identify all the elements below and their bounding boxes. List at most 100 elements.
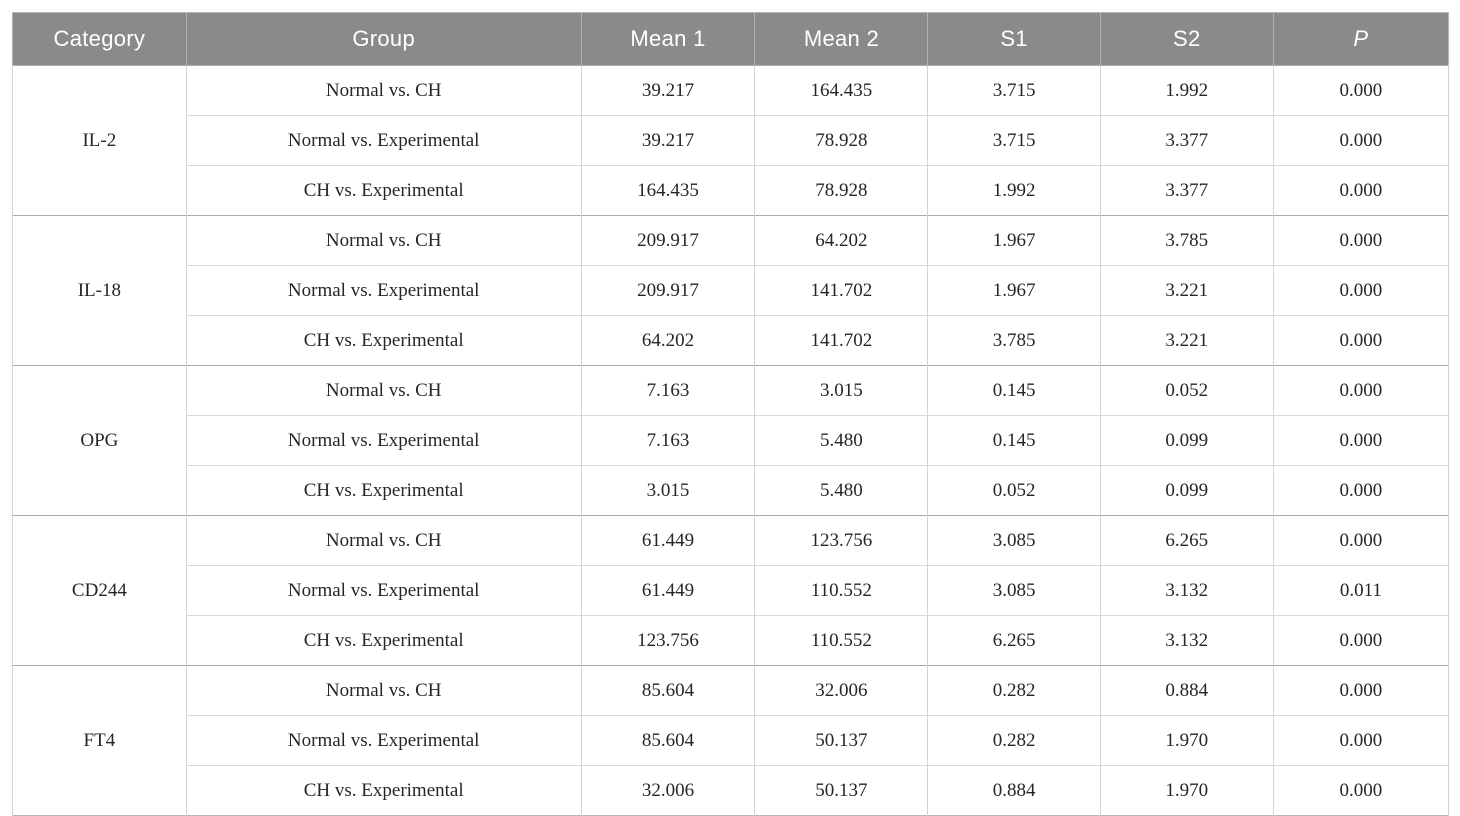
mean2-value-cell: 5.480 — [754, 465, 929, 516]
statistics-table: Category Group Mean 1 Mean 2 S1 S2 P IL-2 Norma… — [12, 12, 1450, 816]
mean1-value-cell: 61.449 — [580, 565, 756, 616]
p-value-cell: 0.011 — [1272, 565, 1450, 616]
p-value-cell: 0.000 — [1272, 365, 1450, 416]
mean2-value-cell: 123.756 — [754, 515, 929, 566]
p-value-cell: 0.000 — [1272, 615, 1450, 666]
mean1-value-cell: 209.917 — [580, 265, 756, 316]
comparison-group-cell: CH vs. Experimental — [185, 615, 582, 666]
table-row: CD244 Normal vs. CH 61.449 123.756 3.085 6.26… — [12, 515, 1450, 666]
s2-value-cell: 3.377 — [1099, 115, 1274, 166]
s2-value-cell: 3.132 — [1099, 565, 1274, 616]
s1-value-cell: 1.967 — [927, 265, 1101, 316]
mean2-value-cell: 64.202 — [754, 215, 929, 266]
column-header-mean2: Mean 2 — [754, 12, 928, 66]
comparison-group-cell: Normal vs. Experimental — [185, 115, 582, 166]
s2-value-cell: 0.052 — [1099, 365, 1274, 416]
mean1-value-cell: 7.163 — [580, 365, 756, 416]
s1-value-cell: 3.085 — [927, 515, 1101, 566]
comparison-group-cell: CH vs. Experimental — [185, 465, 582, 516]
mean1-value-cell: 164.435 — [580, 165, 756, 216]
comparison-group-cell: Normal vs. CH — [185, 515, 582, 566]
table-row: Normal vs. Experimental 7.163 5.480 0.145 0.… — [13, 415, 1450, 466]
p-value-cell: 0.000 — [1272, 665, 1450, 716]
p-value-cell: 0.000 — [1272, 715, 1450, 766]
s1-value-cell: 0.282 — [927, 665, 1101, 716]
table-row: CH vs. Experimental 32.006 50.137 0.884 1.97… — [13, 765, 1450, 816]
column-header-category: Category — [12, 12, 187, 66]
s1-value-cell: 0.282 — [927, 715, 1101, 766]
column-header-s1: S1 — [927, 12, 1101, 66]
mean1-value-cell: 39.217 — [580, 65, 756, 116]
p-value-cell: 0.000 — [1272, 165, 1450, 216]
mean2-value-cell: 50.137 — [754, 715, 929, 766]
s2-value-cell: 0.099 — [1099, 465, 1274, 516]
table-row: Normal vs. Experimental 61.449 110.552 3.08… — [13, 565, 1450, 616]
comparison-group-cell: Normal vs. Experimental — [185, 265, 582, 316]
mean2-value-cell: 3.015 — [754, 365, 929, 416]
mean2-value-cell: 110.552 — [754, 615, 929, 666]
mean2-value-cell: 164.435 — [754, 65, 929, 116]
comparison-group-cell: Normal vs. Experimental — [185, 565, 582, 616]
s1-value-cell: 0.145 — [927, 415, 1101, 466]
statistics-table-container: Category Group Mean 1 Mean 2 S1 S2 P IL-2 Norma… — [12, 12, 1450, 816]
s1-value-cell: 1.967 — [927, 215, 1101, 266]
mean1-value-cell: 85.604 — [580, 665, 756, 716]
mean2-value-cell: 5.480 — [754, 415, 929, 466]
table-row: FT4 Normal vs. CH 85.604 32.006 0.282 0.884 0.… — [12, 665, 1450, 816]
s1-value-cell: 1.992 — [927, 165, 1101, 216]
comparison-group-cell: Normal vs. Experimental — [185, 715, 582, 766]
mean2-value-cell: 78.928 — [754, 165, 929, 216]
s2-value-cell: 3.221 — [1099, 265, 1274, 316]
category-cell: OPG — [12, 365, 187, 516]
mean2-value-cell: 50.137 — [754, 765, 929, 816]
mean1-value-cell: 61.449 — [580, 515, 756, 566]
p-value-cell: 0.000 — [1272, 465, 1450, 516]
table-row: CH vs. Experimental 123.756 110.552 6.265 3.… — [13, 615, 1450, 666]
s2-value-cell: 0.099 — [1099, 415, 1274, 466]
comparison-group-cell: Normal vs. CH — [185, 365, 582, 416]
table-row: Normal vs. Experimental 85.604 50.137 0.282… — [13, 715, 1450, 766]
table-row: IL-18 Normal vs. CH 209.917 64.202 1.967 3.78… — [12, 215, 1450, 366]
s1-value-cell: 3.785 — [927, 315, 1101, 366]
p-value-cell: 0.000 — [1272, 415, 1450, 466]
p-value-cell: 0.000 — [1272, 515, 1450, 566]
s2-value-cell: 1.970 — [1099, 765, 1274, 816]
s2-value-cell: 3.221 — [1099, 315, 1274, 366]
s2-value-cell: 0.884 — [1099, 665, 1274, 716]
column-header-mean1: Mean 1 — [580, 12, 755, 66]
s2-value-cell: 6.265 — [1099, 515, 1274, 566]
comparison-group-cell: CH vs. Experimental — [185, 165, 582, 216]
category-cell: CD244 — [12, 515, 187, 666]
s1-value-cell: 3.715 — [927, 65, 1101, 116]
mean1-value-cell: 123.756 — [580, 615, 756, 666]
column-header-s2: S2 — [1099, 12, 1274, 66]
s1-value-cell: 3.715 — [927, 115, 1101, 166]
table-row: CH vs. Experimental 164.435 78.928 1.992 3.3… — [13, 165, 1450, 216]
table-body: IL-2 Normal vs. CH 39.217 164.435 3.715 1.992… — [12, 65, 1450, 816]
s1-value-cell: 0.884 — [927, 765, 1101, 816]
p-value-cell: 0.000 — [1272, 315, 1450, 366]
comparison-group-cell: Normal vs. CH — [185, 215, 582, 266]
comparison-group-cell: Normal vs. Experimental — [185, 415, 582, 466]
comparison-group-cell: CH vs. Experimental — [185, 315, 582, 366]
s2-value-cell: 1.992 — [1099, 65, 1274, 116]
comparison-group-cell: CH vs. Experimental — [185, 765, 582, 816]
s1-value-cell: 0.145 — [927, 365, 1101, 416]
p-value-cell: 0.000 — [1272, 65, 1450, 116]
p-value-cell: 0.000 — [1272, 265, 1450, 316]
mean1-value-cell: 39.217 — [580, 115, 756, 166]
s1-value-cell: 0.052 — [927, 465, 1101, 516]
table-row: OPG Normal vs. CH 7.163 3.015 0.145 0.052 0.00… — [12, 365, 1450, 516]
s2-value-cell: 3.132 — [1099, 615, 1274, 666]
table-row: CH vs. Experimental 64.202 141.702 3.785 3.2… — [13, 315, 1450, 366]
table-row: Normal vs. Experimental 39.217 78.928 3.715… — [13, 115, 1450, 166]
table-row: Normal vs. Experimental 209.917 141.702 1.9… — [13, 265, 1450, 316]
mean1-value-cell: 209.917 — [580, 215, 756, 266]
mean1-value-cell: 3.015 — [580, 465, 756, 516]
p-value-cell: 0.000 — [1272, 765, 1450, 816]
mean1-value-cell: 32.006 — [580, 765, 756, 816]
mean1-value-cell: 85.604 — [580, 715, 756, 766]
comparison-group-cell: Normal vs. CH — [185, 665, 582, 716]
table-row: IL-2 Normal vs. CH 39.217 164.435 3.715 1.992… — [12, 65, 1450, 216]
s2-value-cell: 3.785 — [1099, 215, 1274, 266]
